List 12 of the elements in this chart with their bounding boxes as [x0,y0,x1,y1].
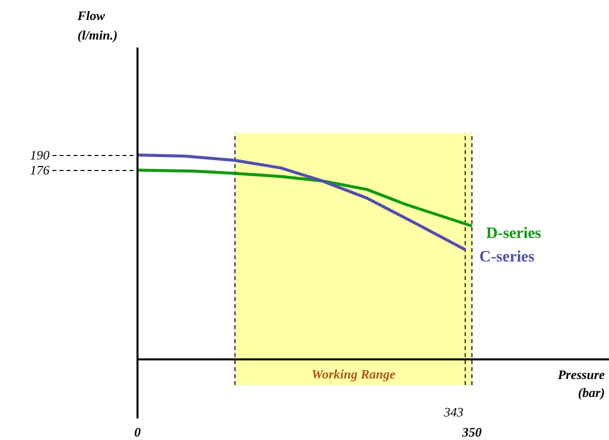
series-label: D-series [486,224,542,242]
y-tick-label: 176 [30,162,50,178]
band-label: Working Range [311,366,396,382]
x-axis-title: Pressure (bar) [558,366,606,400]
line-series [138,168,474,228]
ref-line-label: 343 [442,404,464,420]
y-axis-title: Flow (l/min.) [76,8,118,42]
series-label: C-series [479,248,534,266]
x-tick-label: 0 [134,424,142,440]
line-series [138,154,467,252]
y-tick-label: 190 [30,148,50,163]
x-tick-label: 350 [461,424,482,440]
